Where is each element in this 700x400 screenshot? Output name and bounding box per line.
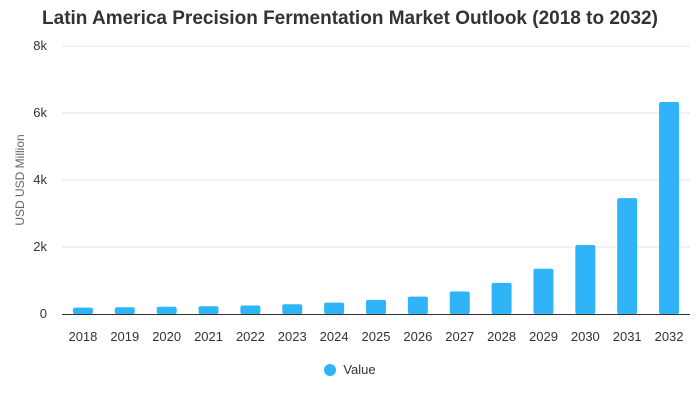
bar-2029[interactable] <box>533 268 554 314</box>
y-tick-label: 8k <box>33 38 47 53</box>
bar-2022[interactable] <box>240 305 261 314</box>
y-tick-label: 2k <box>33 239 47 254</box>
x-tick-label: 2025 <box>362 329 391 344</box>
y-tick-label: 0 <box>40 306 47 321</box>
x-tick-label: 2027 <box>445 329 474 344</box>
legend-label-value: Value <box>343 362 376 377</box>
x-tick-label: 2020 <box>152 329 181 344</box>
x-tick-label: 2019 <box>110 329 139 344</box>
bars <box>72 101 680 314</box>
x-tick-label: 2024 <box>320 329 349 344</box>
bar-2026[interactable] <box>407 296 428 314</box>
y-tick-label: 6k <box>33 105 47 120</box>
grid-lines <box>62 45 690 248</box>
bar-2032[interactable] <box>659 101 680 314</box>
y-axis-ticks: 0 2k 4k 6k 8k <box>33 38 47 321</box>
x-tick-label: 2021 <box>194 329 223 344</box>
x-tick-label: 2029 <box>529 329 558 344</box>
bar-2018[interactable] <box>72 307 93 314</box>
bar-2020[interactable] <box>156 306 177 314</box>
bar-2023[interactable] <box>282 304 303 314</box>
legend-swatch-value <box>324 363 337 376</box>
x-tick-label: 2030 <box>571 329 600 344</box>
x-tick-label: 2028 <box>487 329 516 344</box>
bar-2025[interactable] <box>366 299 386 314</box>
x-tick-label: 2031 <box>613 329 642 344</box>
x-tick-label: 2022 <box>236 329 265 344</box>
legend[interactable]: Value <box>0 362 700 377</box>
bar-2019[interactable] <box>114 307 135 314</box>
bar-2024[interactable] <box>324 302 345 314</box>
bar-2021[interactable] <box>198 306 219 314</box>
x-tick-label: 2026 <box>403 329 432 344</box>
y-tick-label: 4k <box>33 172 47 187</box>
x-tick-label: 2018 <box>68 329 97 344</box>
bar-2028[interactable] <box>491 282 512 314</box>
chart-title: Latin America Precision Fermentation Mar… <box>42 8 658 29</box>
x-tick-label: 2023 <box>278 329 307 344</box>
x-axis-ticks: 2018 2019 2020 2021 2022 2023 2024 2025 2026 2027… <box>68 329 683 344</box>
bar-2030[interactable] <box>575 244 596 314</box>
bar-2031[interactable] <box>617 198 638 314</box>
bar-2027[interactable] <box>449 291 470 314</box>
x-tick-label: 2032 <box>655 329 684 344</box>
